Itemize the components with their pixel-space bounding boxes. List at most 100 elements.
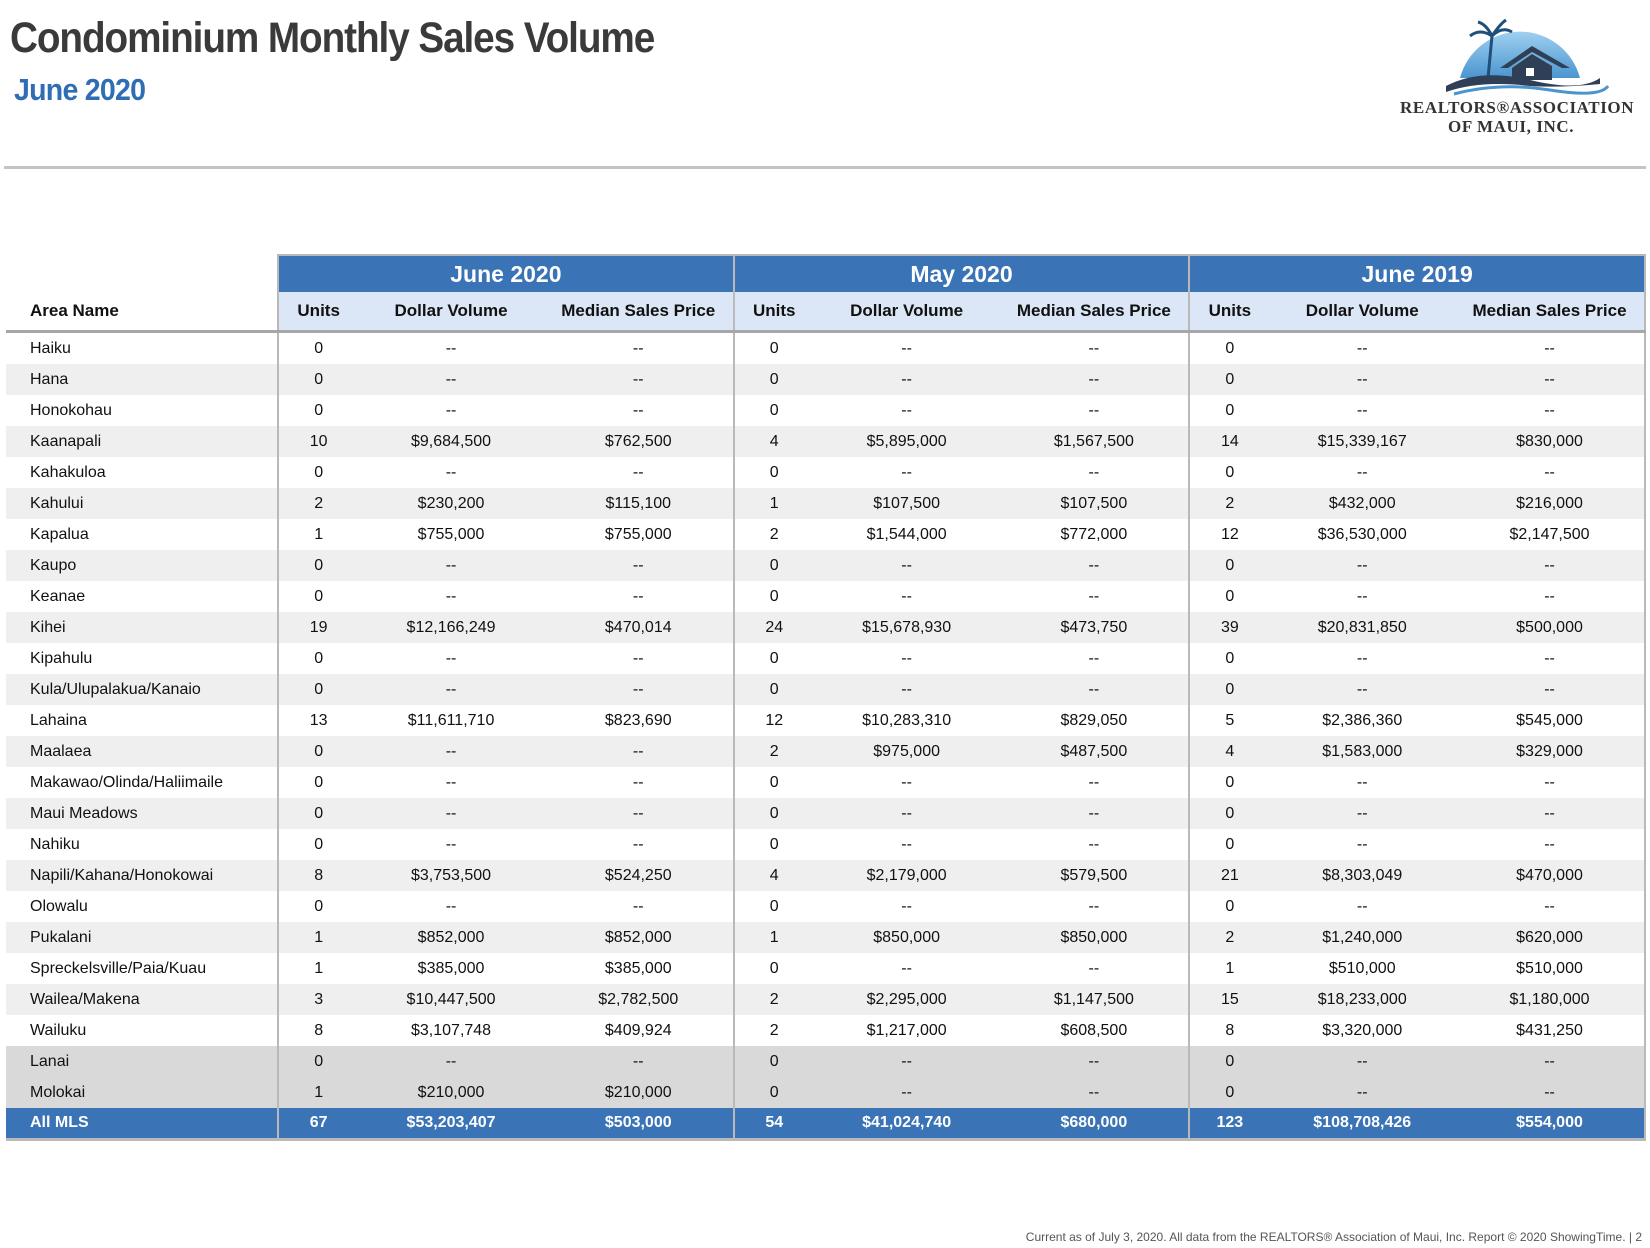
median-price-cell: -- [999,891,1191,922]
dollar-volume-cell: $41,024,740 [813,1108,1000,1138]
area-name-cell: Maui Meadows [6,798,279,829]
median-price-cell: -- [1455,395,1646,426]
median-price-cell: $579,500 [999,860,1191,891]
area-name-cell: Honokohau [30,401,112,419]
area-name-cell: Wailuku [30,1021,87,1039]
table-row: Makawao/Olinda/Haliimaile 0 -- -- 0 -- -- 0 -- -- [6,767,1646,798]
realtors-association-logo: REALTORS®ASSOCIATION OF MAUI, INC. [1400,6,1645,136]
units-cell: 1 [732,922,814,953]
median-price-cell: -- [1455,891,1646,922]
dollar-volume-cell: -- [1269,798,1456,829]
units-cell: 39 [1188,612,1270,643]
dollar-volume-cell: -- [901,897,912,915]
period-header-row: June 2020 May 2020 June 2019 [6,254,1646,292]
dollar-volume-cell: -- [445,339,457,357]
median-price-cell: $216,000 [1455,488,1646,519]
dollar-volume-cell: $2,295,000 [813,984,1000,1015]
dollar-volume-cell: -- [1356,587,1368,605]
table-row: Maalaea 0 -- -- 2 $975,000 $487,500 4 $1,583,000… [6,736,1646,767]
dollar-volume-cell: $850,000 [813,922,1000,953]
units-cell: 0 [277,891,359,922]
median-price-cell: -- [999,798,1191,829]
units-cell: 0 [732,331,814,364]
units-cell: 0 [277,1046,359,1077]
dollar-volume-cell: $15,678,930 [813,612,1000,643]
units-cell: 5 [1188,705,1270,736]
sales-volume-table: June 2020 May 2020 June 2019 Area Name U… [6,254,1646,1138]
median-price-header: Median Sales Price [543,292,735,333]
median-price-cell: -- [543,798,735,829]
dollar-volume-cell: $107,500 [813,488,1000,519]
dollar-volume-cell: -- [813,1046,1000,1077]
area-name-header: Area Name [6,292,279,333]
area-name-cell: Molokai [6,1077,279,1108]
units-cell: 0 [732,767,814,798]
dollar-volume-cell: $1,240,000 [1269,922,1456,953]
dollar-volume-cell: -- [1356,401,1368,419]
dollar-volume-cell: $975,000 [813,736,1000,767]
units-cell: 0 [1188,395,1270,426]
units-cell: 0 [732,1077,814,1108]
units-cell: 0 [732,798,814,829]
area-name-cell: Lahaina [30,711,87,729]
area-name-cell: Maalaea [6,736,279,767]
units-cell: 0 [732,550,814,581]
units-cell: 0 [732,643,814,674]
units-cell: 0 [1188,331,1270,364]
area-name-cell: Haiku [30,339,71,357]
median-price-cell: $210,000 [543,1077,735,1108]
units-cell: 4 [732,426,814,457]
units-cell: 4 [732,860,814,891]
units-cell: 67 [277,1108,359,1138]
area-name-cell: Lanai [6,1046,279,1077]
units-cell: 0 [732,1046,814,1077]
dollar-volume-header: Dollar Volume [813,292,1000,333]
units-cell: 8 [1188,1015,1270,1046]
median-price-cell: -- [543,674,735,705]
total-row: All MLS 67 $53,203,407 $503,000 54 $41,024,74… [6,1108,1646,1138]
median-price-cell: $852,000 [543,922,735,953]
footer-note: Current as of July 3, 2020. All data fro… [1025,1230,1642,1244]
units-cell: 0 [732,674,814,705]
units-cell: 0 [1188,767,1270,798]
units-cell: 2 [732,736,814,767]
area-name-cell: Keanae [30,587,86,605]
table-bottom-border [6,1138,1646,1141]
units-cell: 0 [277,457,359,488]
area-name-cell: Kahului [6,488,279,519]
dollar-volume-cell: -- [813,550,1000,581]
dollar-volume-cell: $18,233,000 [1269,984,1456,1015]
median-price-cell: -- [999,953,1191,984]
table-row: Spreckelsville/Paia/Kuau 1 $385,000 $385,00… [6,953,1646,984]
units-cell: 21 [1188,860,1270,891]
units-cell: 0 [732,953,814,984]
median-price-cell: $823,690 [543,705,735,736]
dollar-volume-cell: $15,339,167 [1269,426,1456,457]
dollar-volume-cell: -- [813,364,1000,395]
units-cell: 0 [277,581,359,612]
median-price-cell: $409,924 [543,1015,735,1046]
units-cell: 1 [277,1077,359,1108]
units-header: Units [732,292,814,333]
units-cell: 0 [277,331,359,364]
table-row: Olowalu 0 -- -- 0 -- -- 0 -- -- [6,891,1646,922]
area-name-cell: Makawao/Olinda/Haliimaile [30,773,223,791]
area-name-cell: Nahiku [30,835,80,853]
dollar-volume-cell: $1,583,000 [1269,736,1456,767]
area-name-cell: Kula/Ulupalakua/Kanaio [6,674,279,705]
table-row: Lanai 0 -- -- 0 -- -- 0 -- -- [6,1046,1646,1077]
median-price-cell: -- [1455,643,1646,674]
dollar-volume-cell: -- [445,773,457,791]
median-price-cell: -- [1455,1077,1646,1108]
units-cell: 1 [277,953,359,984]
dollar-volume-cell: -- [445,401,457,419]
units-cell: 12 [1188,519,1270,550]
median-price-cell: -- [999,674,1191,705]
table-row: Molokai 1 $210,000 $210,000 0 -- -- 0 -- -- [6,1077,1646,1108]
median-price-cell: -- [999,643,1191,674]
units-cell: 19 [277,612,359,643]
median-price-cell: $620,000 [1455,922,1646,953]
median-price-cell: $850,000 [999,922,1191,953]
median-price-cell: -- [543,550,735,581]
dollar-volume-cell: $210,000 [358,1077,544,1108]
